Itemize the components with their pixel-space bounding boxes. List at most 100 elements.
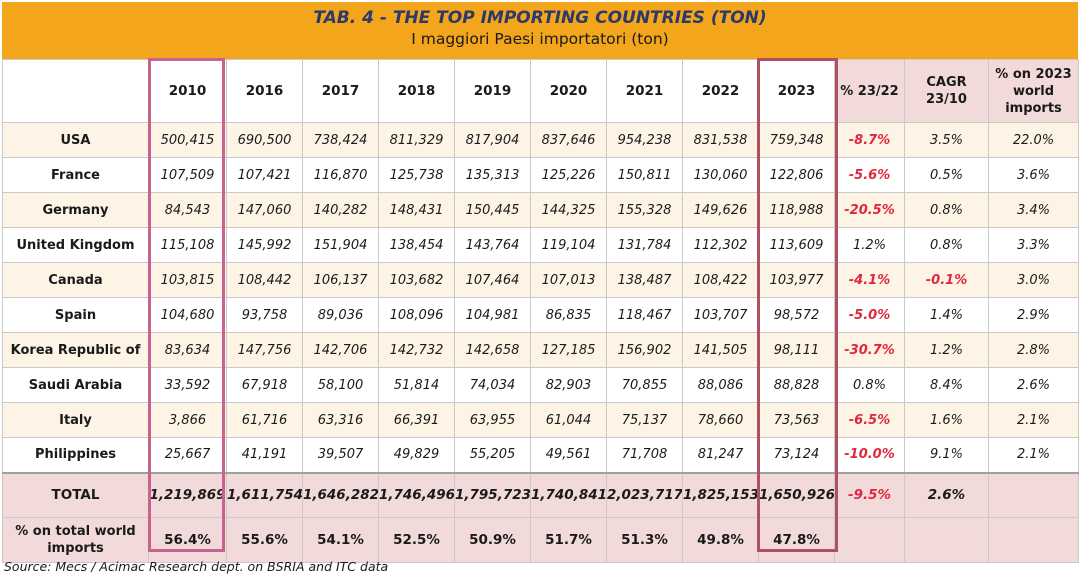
world-share-cell: 2.1% bbox=[988, 437, 1079, 473]
value-cell: 84,543 bbox=[148, 192, 227, 228]
value-cell: 58,100 bbox=[302, 367, 379, 403]
value-cell: 3,866 bbox=[148, 402, 227, 438]
country-name: Canada bbox=[2, 262, 149, 298]
value-cell: 150,811 bbox=[606, 157, 683, 193]
table-row: France 107,509 107,421 116,870 125,738 135,31… bbox=[2, 157, 1079, 193]
value-cell: 954,238 bbox=[606, 122, 683, 158]
total-value-cell: 1,650,926 bbox=[758, 471, 835, 518]
table-row: USA 500,415 690,500 738,424 811,329 817,904 83… bbox=[2, 122, 1079, 158]
share-value-cell: 55.6% bbox=[226, 517, 303, 563]
value-cell: 148,431 bbox=[378, 192, 455, 228]
value-cell: 115,108 bbox=[148, 227, 227, 263]
total-world-cell bbox=[988, 471, 1079, 518]
value-cell: 78,660 bbox=[682, 402, 759, 438]
value-cell: 122,806 bbox=[758, 157, 835, 193]
country-name: Italy bbox=[2, 402, 149, 438]
share-value-cell: 49.8% bbox=[682, 517, 759, 563]
table-row: Philippines 25,667 41,191 39,507 49,829 55,20… bbox=[2, 437, 1079, 473]
value-cell: 103,815 bbox=[148, 262, 227, 298]
table-row: Canada 103,815 108,442 106,137 103,682 107,46… bbox=[2, 262, 1079, 298]
world-share-cell: 2.6% bbox=[988, 367, 1079, 403]
header-2016: 2016 bbox=[226, 59, 303, 123]
header-row: 2010 2016 2017 2018 2019 2020 2021 2022 … bbox=[2, 59, 1079, 123]
total-value-cell: 1,219,869 bbox=[148, 471, 227, 518]
country-name: USA bbox=[2, 122, 149, 158]
total-value-cell: 1,611,754 bbox=[226, 471, 303, 518]
header-world-share: % on 2023 world imports bbox=[988, 59, 1079, 123]
cagr-cell: 1.4% bbox=[904, 297, 989, 333]
value-cell: 88,828 bbox=[758, 367, 835, 403]
value-cell: 70,855 bbox=[606, 367, 683, 403]
value-cell: 104,981 bbox=[454, 297, 531, 333]
value-cell: 759,348 bbox=[758, 122, 835, 158]
total-label: TOTAL bbox=[2, 471, 149, 518]
value-cell: 89,036 bbox=[302, 297, 379, 333]
value-cell: 125,226 bbox=[530, 157, 607, 193]
pct-change-cell: -10.0% bbox=[834, 437, 905, 473]
value-cell: 25,667 bbox=[148, 437, 227, 473]
cagr-cell: 1.2% bbox=[904, 332, 989, 368]
pct-change-cell: -5.0% bbox=[834, 297, 905, 333]
value-cell: 143,764 bbox=[454, 227, 531, 263]
world-share-cell: 3.0% bbox=[988, 262, 1079, 298]
pct-change-cell: 0.8% bbox=[834, 367, 905, 403]
table-row: Italy 3,866 61,716 63,316 66,391 63,955 61,044… bbox=[2, 402, 1079, 438]
value-cell: 103,707 bbox=[682, 297, 759, 333]
world-share-cell: 2.1% bbox=[988, 402, 1079, 438]
value-cell: 156,902 bbox=[606, 332, 683, 368]
pct-change-cell: -5.6% bbox=[834, 157, 905, 193]
world-share-cell: 3.3% bbox=[988, 227, 1079, 263]
source-note: Source: Mecs / Acimac Research dept. on … bbox=[4, 559, 389, 574]
header-2022: 2022 bbox=[682, 59, 759, 123]
share-cagr-cell bbox=[904, 517, 989, 563]
cagr-cell: 0.8% bbox=[904, 227, 989, 263]
value-cell: 93,758 bbox=[226, 297, 303, 333]
value-cell: 738,424 bbox=[302, 122, 379, 158]
value-cell: 61,044 bbox=[530, 402, 607, 438]
value-cell: 63,316 bbox=[302, 402, 379, 438]
table-row: Korea Republic of 83,634 147,756 142,706 142… bbox=[2, 332, 1079, 368]
total-value-cell: 1,746,496 bbox=[378, 471, 455, 518]
value-cell: 33,592 bbox=[148, 367, 227, 403]
value-cell: 108,096 bbox=[378, 297, 455, 333]
value-cell: 74,034 bbox=[454, 367, 531, 403]
total-row: TOTAL 1,219,869 1,611,754 1,646,282 1,746,49… bbox=[2, 471, 1079, 518]
country-name: United Kingdom bbox=[2, 227, 149, 263]
header-cagr: CAGR 23/10 bbox=[904, 59, 989, 123]
cagr-cell: 3.5% bbox=[904, 122, 989, 158]
header-country bbox=[2, 59, 149, 123]
table-subtitle: I maggiori Paesi importatori (ton) bbox=[411, 30, 669, 48]
share-value-cell: 50.9% bbox=[454, 517, 531, 563]
country-name: Saudi Arabia bbox=[2, 367, 149, 403]
total-value-cell: 1,740,841 bbox=[530, 471, 607, 518]
value-cell: 82,903 bbox=[530, 367, 607, 403]
table-row: United Kingdom 115,108 145,992 151,904 138,4… bbox=[2, 227, 1079, 263]
total-value-cell: 1,795,723 bbox=[454, 471, 531, 518]
header-2017: 2017 bbox=[302, 59, 379, 123]
value-cell: 107,013 bbox=[530, 262, 607, 298]
table-title: TAB. 4 - THE TOP IMPORTING COUNTRIES (TO… bbox=[313, 8, 767, 28]
value-cell: 119,104 bbox=[530, 227, 607, 263]
cagr-cell: 8.4% bbox=[904, 367, 989, 403]
total-pct-cell: -9.5% bbox=[834, 471, 905, 518]
value-cell: 107,421 bbox=[226, 157, 303, 193]
world-share-cell: 2.8% bbox=[988, 332, 1079, 368]
header-2020: 2020 bbox=[530, 59, 607, 123]
cagr-cell: 1.6% bbox=[904, 402, 989, 438]
value-cell: 63,955 bbox=[454, 402, 531, 438]
value-cell: 104,680 bbox=[148, 297, 227, 333]
value-cell: 107,464 bbox=[454, 262, 531, 298]
value-cell: 41,191 bbox=[226, 437, 303, 473]
value-cell: 118,467 bbox=[606, 297, 683, 333]
value-cell: 67,918 bbox=[226, 367, 303, 403]
value-cell: 150,445 bbox=[454, 192, 531, 228]
share-value-cell: 51.3% bbox=[606, 517, 683, 563]
value-cell: 71,708 bbox=[606, 437, 683, 473]
share-value-cell: 51.7% bbox=[530, 517, 607, 563]
world-share-cell: 2.9% bbox=[988, 297, 1079, 333]
value-cell: 690,500 bbox=[226, 122, 303, 158]
value-cell: 75,137 bbox=[606, 402, 683, 438]
cagr-cell: 0.5% bbox=[904, 157, 989, 193]
share-value-cell: 47.8% bbox=[758, 517, 835, 563]
country-name: Germany bbox=[2, 192, 149, 228]
